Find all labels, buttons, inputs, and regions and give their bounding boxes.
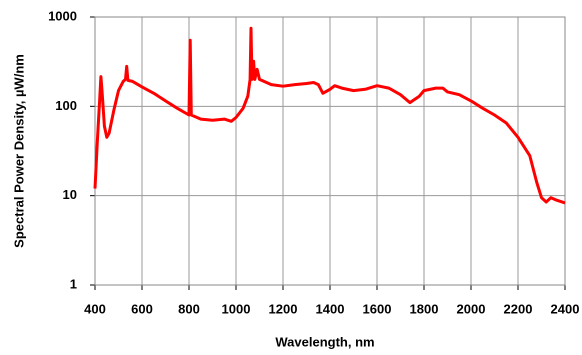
x-tick-label: 1200 <box>269 301 298 316</box>
x-tick-label: 1600 <box>363 301 392 316</box>
x-tick-label: 400 <box>84 301 106 316</box>
plot-frame <box>94 16 566 286</box>
x-axis-label: Wavelength, nm <box>275 334 374 349</box>
x-tick-label: 2400 <box>551 301 580 316</box>
x-tick-label: 1400 <box>316 301 345 316</box>
y-axis-label: Spectral Power Density, µW/nm <box>11 54 26 248</box>
x-tick-label: 2200 <box>504 301 533 316</box>
spectrum-line <box>93 26 566 205</box>
y-tick-label: 10 <box>63 187 77 202</box>
y-tick-label: 1000 <box>48 8 77 23</box>
y-tick-label: 100 <box>55 98 77 113</box>
x-tick-label: 600 <box>131 301 153 316</box>
x-tick-label: 800 <box>178 301 200 316</box>
x-tick-label: 1000 <box>222 301 251 316</box>
x-tick-label: 2000 <box>457 301 486 316</box>
y-tick-label: 1 <box>70 276 77 291</box>
x-tick-label: 1800 <box>410 301 439 316</box>
